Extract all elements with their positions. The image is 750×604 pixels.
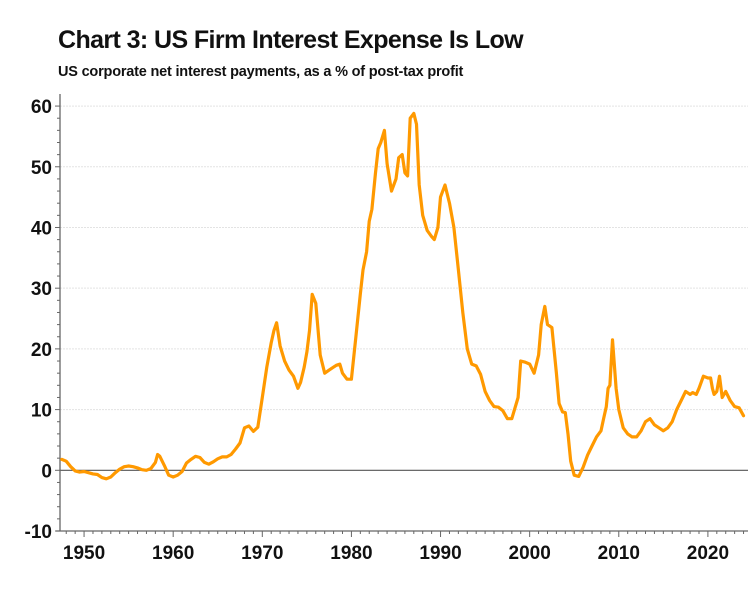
- gridlines: [60, 105, 748, 411]
- y-tick-label: 0: [41, 461, 52, 482]
- y-axis-ticks: -10 0 10 20 30 40 50 60: [25, 97, 60, 543]
- x-tick-label: 1980: [330, 543, 372, 564]
- x-tick-label: 1950: [63, 543, 105, 564]
- y-tick-label: 30: [31, 279, 52, 300]
- y-tick-label: -10: [25, 522, 52, 543]
- series-line-interest-expense: [60, 111, 746, 481]
- x-tick-label: 1970: [241, 543, 283, 564]
- y-tick-label: 60: [31, 97, 52, 118]
- x-tick-label: 2000: [509, 543, 551, 564]
- x-tick-label: 1990: [419, 543, 461, 564]
- y-tick-label: 10: [31, 401, 52, 422]
- y-tick-label: 40: [31, 218, 52, 239]
- y-tick-label: 50: [31, 158, 52, 179]
- x-tick-label: 1960: [152, 543, 194, 564]
- x-tick-label: 2020: [687, 543, 729, 564]
- series-group: [60, 111, 746, 481]
- x-tick-label: 2010: [598, 543, 640, 564]
- y-tick-label: 20: [31, 340, 52, 361]
- x-axis-ticks: 1950 1960 1970 1980 1990 2000 2010 2020: [63, 531, 745, 564]
- source-note-clipped: [265, 599, 665, 604]
- chart-title: Chart 3: US Firm Interest Expense Is Low: [58, 26, 524, 54]
- chart-subtitle: US corporate net interest payments, as a…: [58, 64, 464, 80]
